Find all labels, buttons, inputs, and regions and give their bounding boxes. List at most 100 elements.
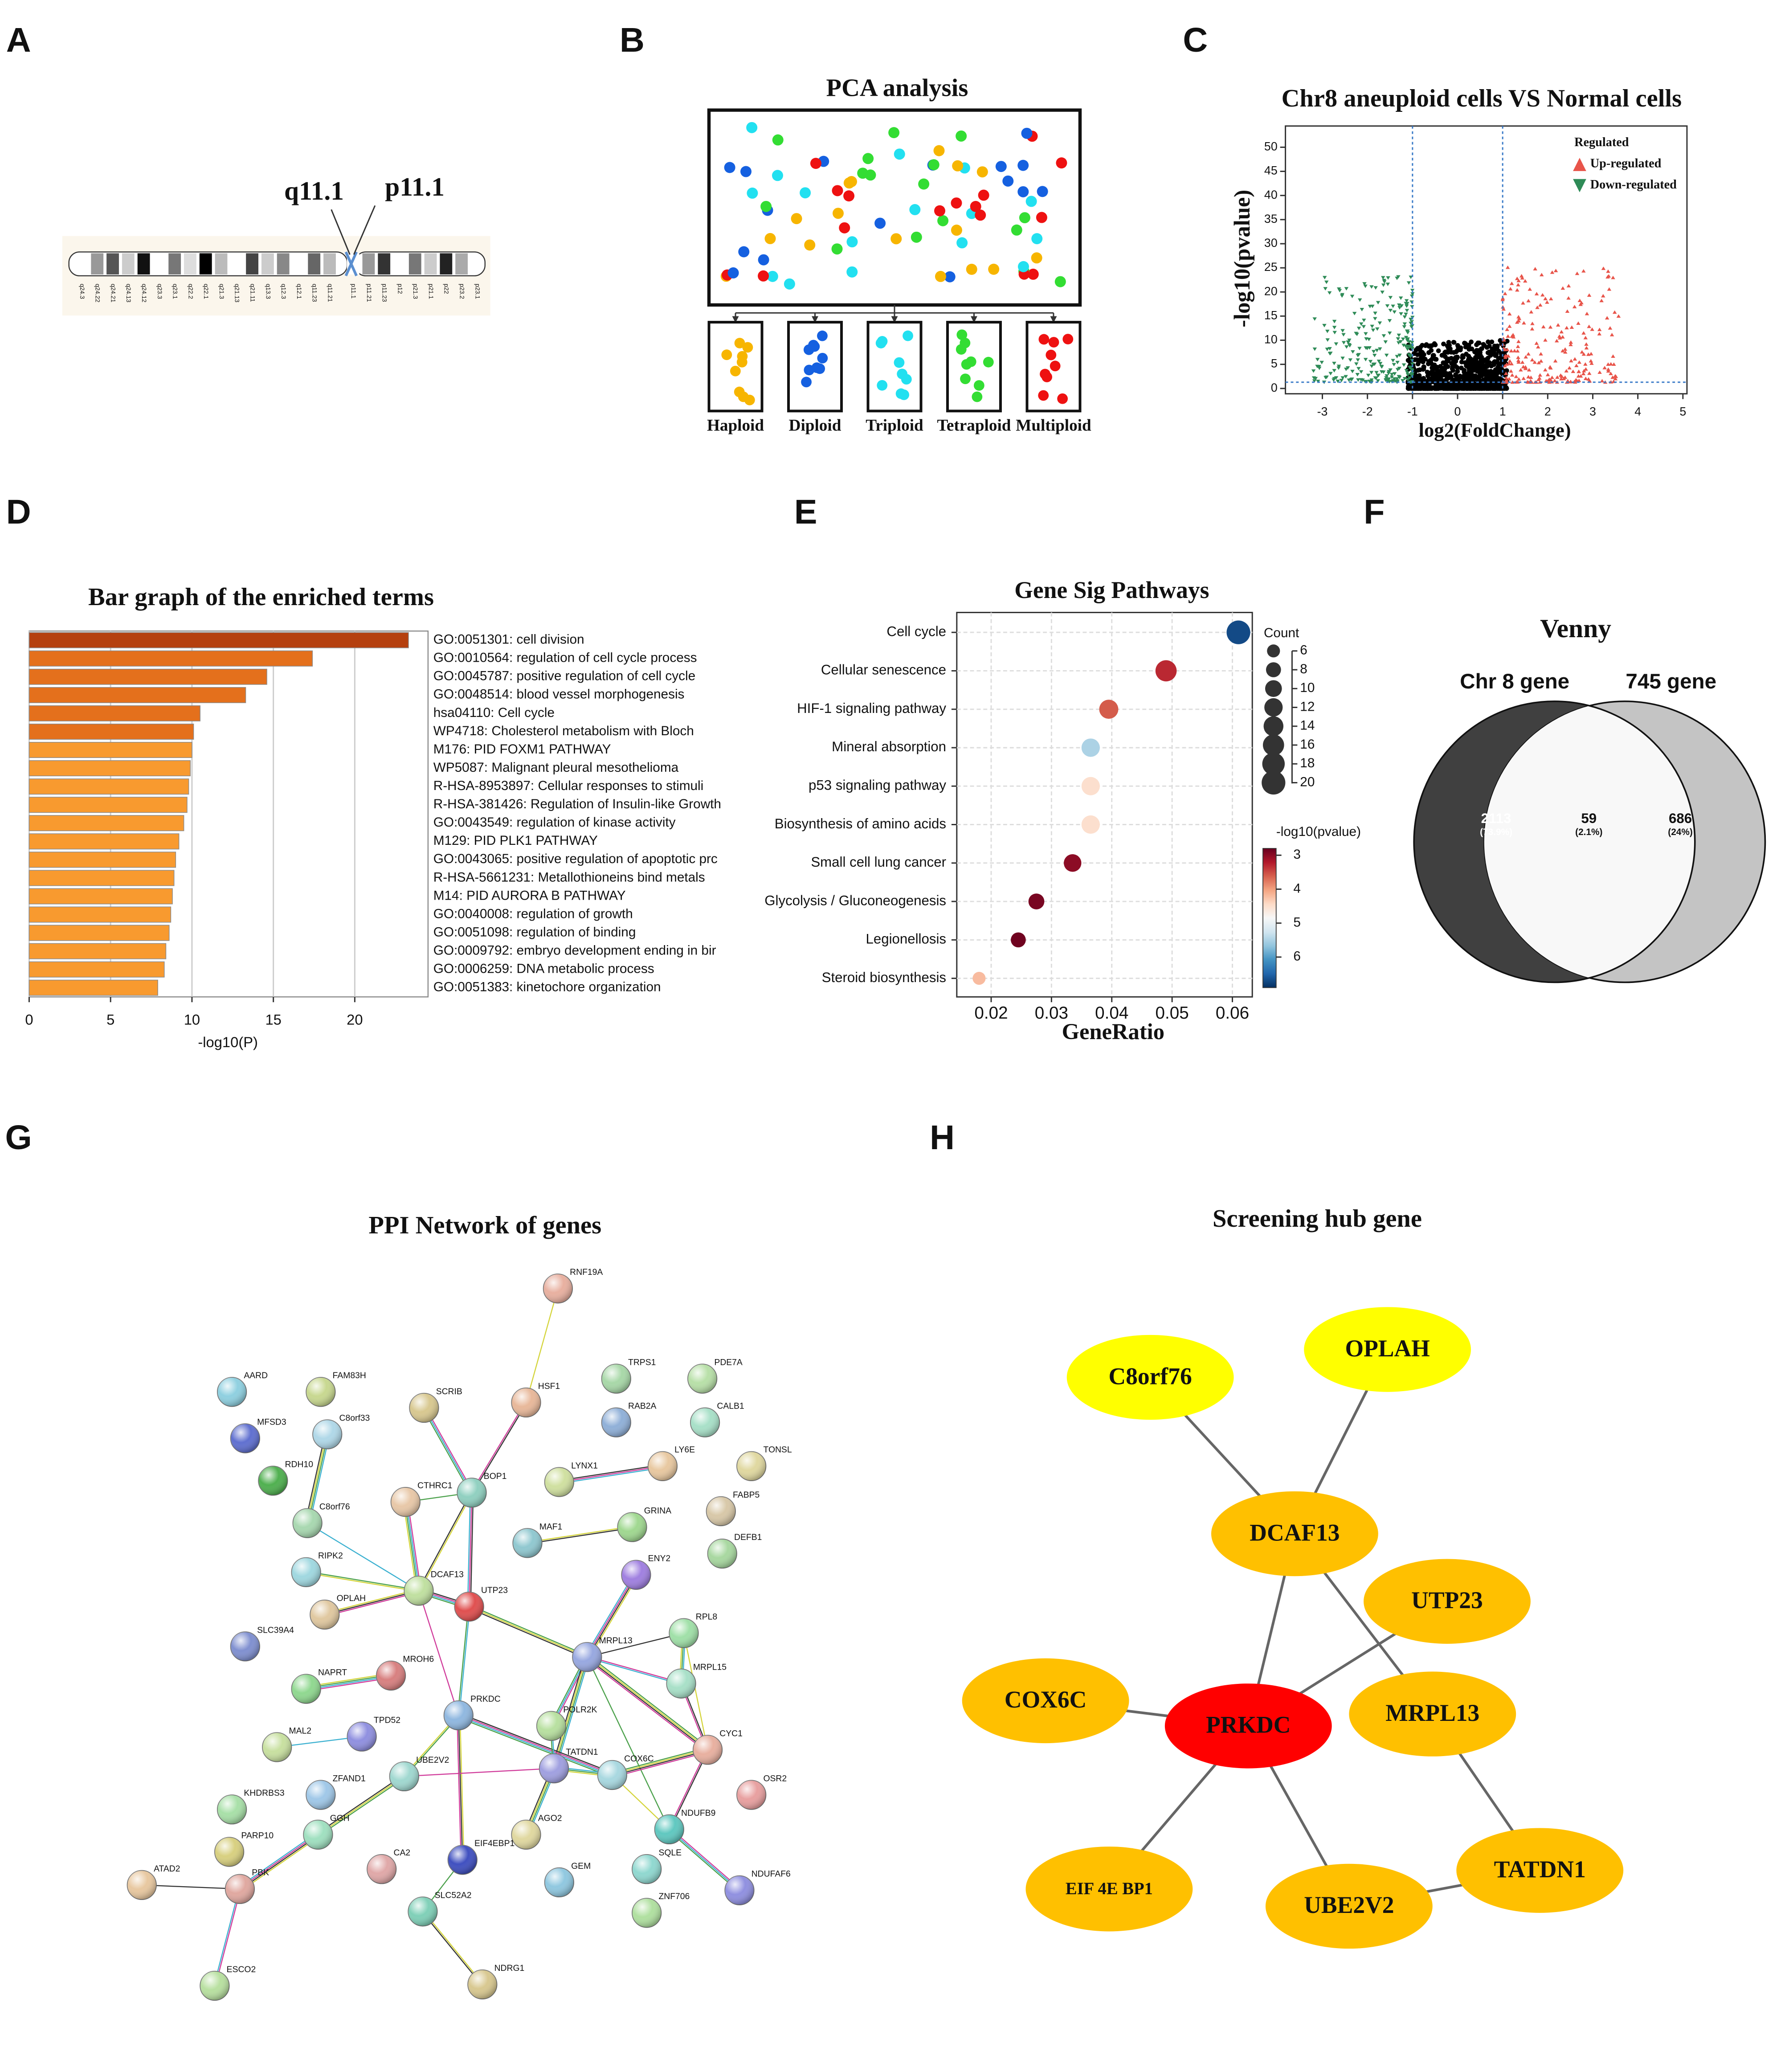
pca-dot	[846, 266, 858, 278]
group-label: Haploid	[707, 417, 764, 435]
point-cloud	[1404, 304, 1409, 308]
point-cloud	[1507, 324, 1512, 328]
point-cloud	[1404, 336, 1409, 340]
band-label: q22.2	[187, 284, 194, 299]
edge	[458, 1714, 613, 1775]
point-cloud	[1323, 287, 1327, 291]
pca-dot	[1017, 186, 1029, 197]
point-cloud	[1325, 338, 1330, 342]
point-cloud	[1410, 292, 1415, 296]
point-cloud	[1376, 360, 1381, 363]
edge	[419, 1493, 473, 1592]
edge	[587, 1657, 681, 1685]
point-cloud	[1432, 341, 1437, 346]
size-legend-label: 16	[1300, 737, 1315, 752]
node-label: C8orf33	[339, 1413, 370, 1423]
chromosome-band	[261, 253, 274, 274]
point-cloud	[1421, 364, 1426, 369]
point-cloud	[1476, 364, 1481, 369]
point-cloud	[1354, 362, 1359, 366]
pca-dot	[1027, 268, 1039, 280]
node-label: RDH10	[285, 1460, 313, 1469]
pca-dot	[758, 254, 769, 266]
node-shine	[632, 1898, 662, 1928]
band-label: p21.3	[412, 284, 419, 299]
point-cloud	[1505, 328, 1509, 331]
node-label: TPD52	[374, 1716, 400, 1725]
pca-dot	[772, 134, 784, 146]
node-label: MFSD3	[257, 1417, 286, 1427]
edge	[586, 1657, 708, 1751]
chromosome-band	[75, 253, 88, 274]
edge	[559, 1464, 663, 1481]
point-cloud	[1569, 325, 1574, 329]
point-cloud	[1475, 369, 1480, 374]
point-cloud	[1395, 360, 1400, 364]
point-cloud	[1538, 303, 1543, 307]
point-cloud	[1427, 343, 1433, 348]
size-legend-label: 18	[1300, 756, 1315, 770]
dot	[1081, 815, 1100, 834]
point-cloud	[1580, 350, 1585, 354]
node-shine	[367, 1854, 396, 1884]
point-cloud	[1539, 352, 1543, 356]
point-cloud	[1589, 359, 1593, 363]
edge	[587, 1656, 709, 1750]
size-legend-dot	[1262, 753, 1285, 775]
point-cloud	[1396, 341, 1401, 345]
point-cloud	[1581, 372, 1586, 376]
y-tick-label: 50	[1264, 140, 1278, 153]
point-cloud	[1515, 320, 1519, 324]
group-dot	[877, 380, 888, 391]
point-cloud	[1392, 377, 1397, 381]
point-cloud	[1507, 359, 1512, 363]
point-cloud	[1545, 373, 1550, 377]
point-cloud	[1383, 378, 1388, 382]
pca-dot	[1054, 276, 1066, 287]
node-label: ESCO2	[227, 1965, 256, 1974]
dot	[1099, 700, 1119, 719]
point-cloud	[1461, 355, 1466, 360]
y-tick-label: 45	[1264, 164, 1278, 177]
point-cloud	[1421, 386, 1426, 391]
chromosome-band	[408, 253, 421, 274]
point-cloud	[1405, 344, 1409, 348]
node-shine	[262, 1732, 292, 1762]
point-cloud	[1536, 360, 1541, 364]
point-cloud	[1397, 306, 1402, 310]
point-cloud	[1389, 373, 1394, 377]
chromosome-band	[215, 253, 228, 274]
node-label: OPLAH	[1345, 1335, 1430, 1362]
point-cloud	[1485, 350, 1491, 355]
node-shine	[230, 1632, 260, 1661]
category-label: GO:0010564: regulation of cell cycle pro…	[433, 651, 697, 665]
bar	[29, 906, 172, 923]
category-label: Glycolysis / Gluconeogenesis	[764, 893, 946, 908]
point-cloud	[1317, 365, 1321, 369]
pca-dot	[909, 204, 921, 215]
point-cloud	[1405, 373, 1410, 377]
pca-dot	[1002, 175, 1014, 187]
node-label: MROH6	[403, 1655, 434, 1664]
point-cloud	[1504, 376, 1509, 380]
node-label: ZFAND1	[333, 1774, 366, 1783]
point-cloud	[1611, 275, 1615, 279]
node-label: SLC39A4	[257, 1626, 294, 1635]
legend-title: Regulated	[1574, 135, 1629, 149]
point-cloud	[1414, 373, 1419, 378]
point-cloud	[1520, 360, 1525, 364]
edge	[587, 1655, 682, 1683]
legend-marker	[1573, 179, 1586, 192]
y-tick-label: 25	[1264, 260, 1278, 274]
point-cloud	[1397, 333, 1401, 337]
point-cloud	[1563, 350, 1568, 354]
point-cloud	[1340, 356, 1345, 360]
pointer	[353, 205, 376, 255]
point-cloud	[1548, 297, 1553, 301]
point-cloud	[1370, 324, 1374, 328]
node-shine	[200, 1971, 229, 2001]
node-label: ATAD2	[154, 1864, 180, 1874]
point-cloud	[1475, 355, 1480, 360]
point-cloud	[1421, 359, 1425, 364]
point-cloud	[1464, 373, 1469, 378]
